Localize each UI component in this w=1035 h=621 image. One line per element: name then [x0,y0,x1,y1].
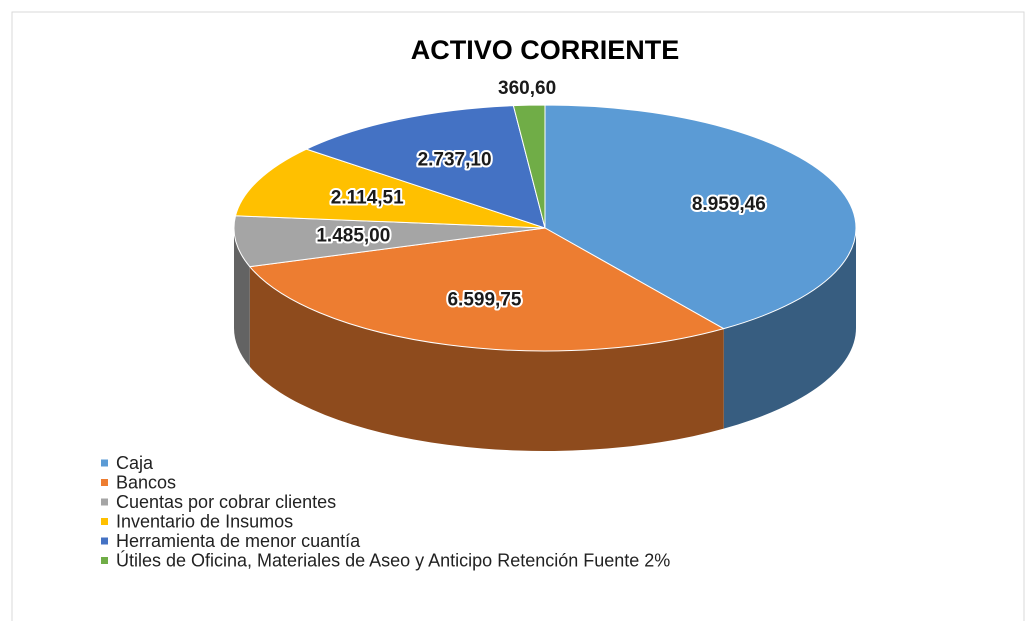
slice [234,148,546,229]
slice [248,227,726,352]
legend-swatch [101,479,108,486]
legend-label: Útiles de Oficina, Materiales de Aseo y … [116,549,670,570]
value-label: 2.114,51 [331,187,404,208]
legend-swatch [101,498,108,506]
legend-label: Bancos [116,472,176,492]
legend-swatch [101,557,108,564]
value-label: 1.485,00 [316,225,390,246]
slice [512,104,546,229]
legend-label: Cuentas por cobrar clientes [116,492,336,512]
legend-swatch [101,459,108,467]
slice-side [234,228,250,367]
slice [233,215,546,268]
legend-label: Herramienta de menor cuantía [116,531,361,551]
slice-side [249,266,724,451]
value-label: 6.599,75 [447,289,521,310]
legend-label: Inventario de Insumos [116,511,293,531]
value-label: 360,60 [498,78,556,99]
legend-label: Caja [116,453,154,473]
value-label: 8.959,46 [692,194,766,215]
slice-side [723,228,856,429]
chart-title: ACTIVO CORRIENTE [411,35,680,65]
legend-swatch [101,537,108,545]
slice [544,104,857,330]
slice [305,105,546,229]
legend-swatch [101,518,108,525]
value-label: 2.737,10 [418,150,492,171]
